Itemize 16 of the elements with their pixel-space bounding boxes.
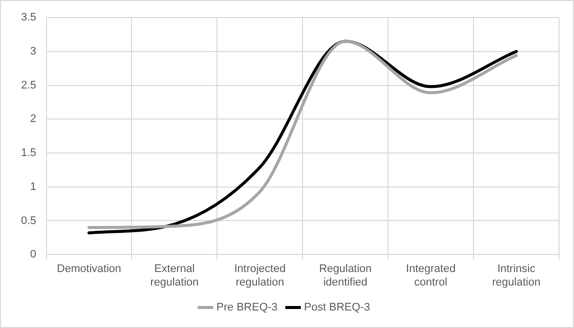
- x-tick-label: Demotivation: [56, 263, 122, 276]
- legend-label: Pre BREQ-3: [216, 302, 278, 314]
- y-tick-label: 2: [30, 113, 36, 126]
- y-tick-label: 3.5: [20, 12, 36, 24]
- x-tick-label: External regulation: [150, 263, 199, 288]
- x-tick-label: Integrated control: [406, 263, 456, 288]
- legend-label: Post BREQ-3: [304, 302, 370, 314]
- x-tick-label: Introjected regulation: [234, 263, 286, 288]
- x-tick-label: Regulation identified: [319, 263, 372, 288]
- y-tick-label: 0.5: [20, 214, 36, 227]
- x-tick-label: Intrinsic regulation: [492, 263, 540, 288]
- y-tick-label: 2.5: [20, 79, 36, 92]
- y-tick-label: 1: [30, 180, 36, 193]
- y-tick-label: 1.5: [20, 147, 36, 160]
- y-tick-label: 0: [30, 248, 36, 261]
- y-tick-label: 3: [30, 45, 36, 58]
